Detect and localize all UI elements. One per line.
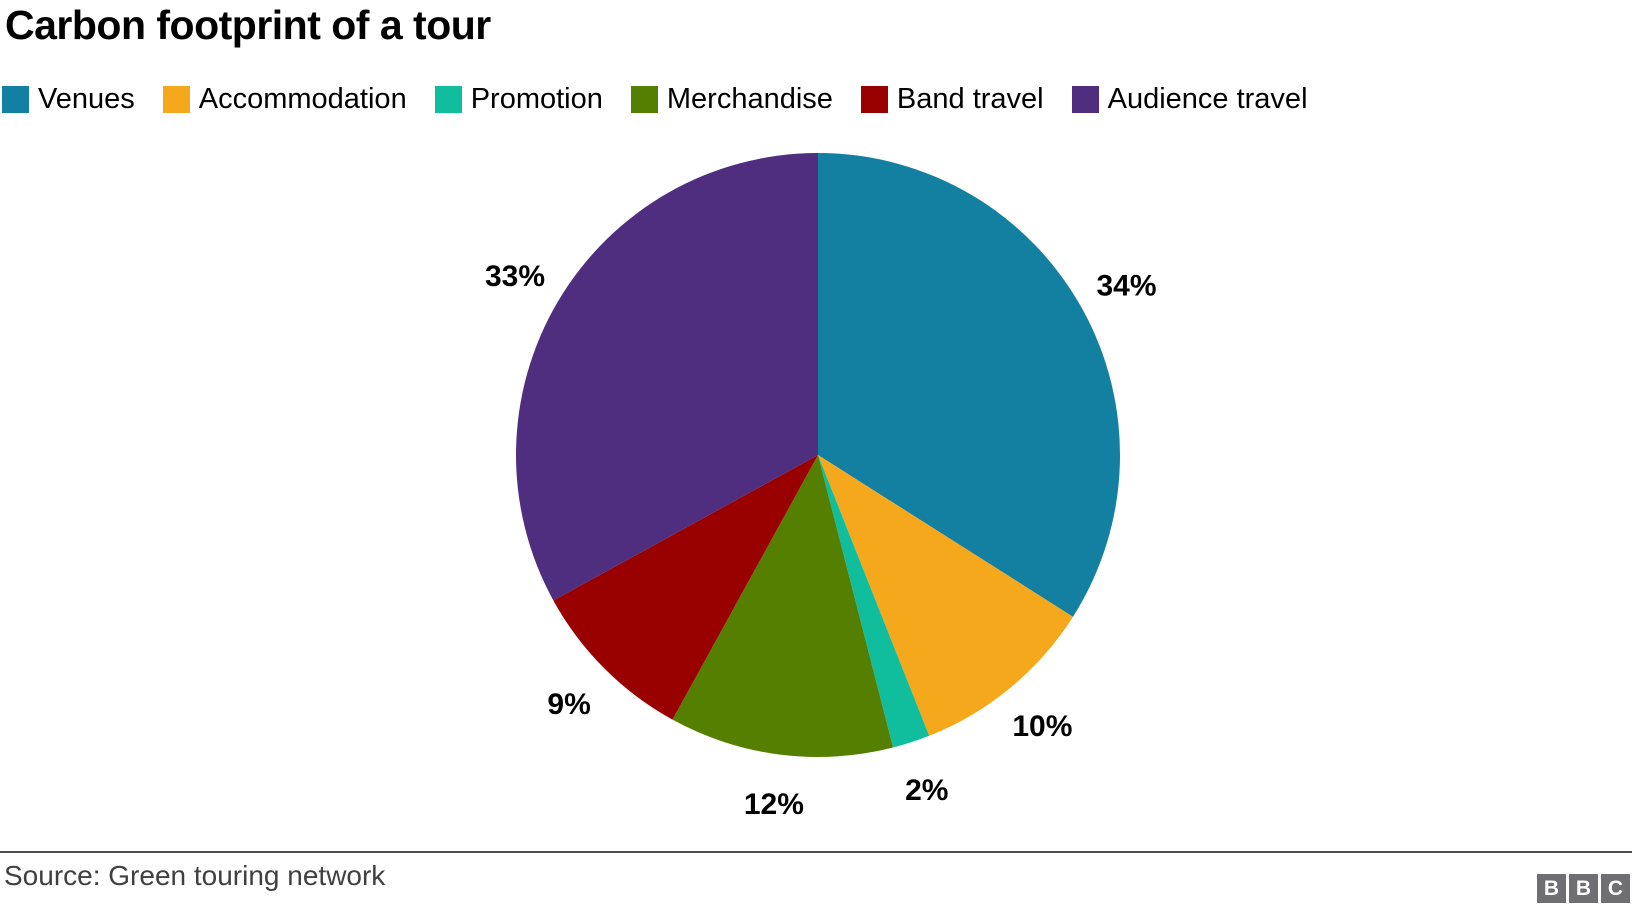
pie-label-merchandise: 12% <box>744 788 804 821</box>
pie-label-venues: 34% <box>1096 269 1156 302</box>
legend-item-promotion: Promotion <box>434 83 603 115</box>
source-attribution: Source: Green touring network <box>4 860 386 891</box>
legend-item-merchandise: Merchandise <box>630 83 833 115</box>
page-title: Carbon footprint of a tour <box>5 2 491 48</box>
legend-label: Promotion <box>470 83 603 115</box>
legend-item-accommodation: Accommodation <box>162 83 407 115</box>
legend-swatch-venues <box>2 86 29 113</box>
legend-swatch-accommodation <box>162 86 190 113</box>
legend-swatch-promotion <box>434 86 462 113</box>
legend-swatch-audience-travel <box>1071 86 1099 113</box>
legend-item-band-travel: Band travel <box>860 83 1044 115</box>
legend: Venues Accommodation Promotion Merchandi… <box>2 85 1308 114</box>
legend-label: Accommodation <box>198 83 407 115</box>
pie-label-promotion: 2% <box>905 774 948 807</box>
pie-slice-band-travel <box>553 455 818 720</box>
legend-item-venues: Venues <box>2 85 135 114</box>
pie-slice-audience-travel <box>516 152 818 601</box>
bbc-logo-letter: C <box>1601 874 1630 903</box>
pie-slice-venues <box>818 153 1121 617</box>
legend-label: Venues <box>38 83 135 115</box>
pie-label-accommodation: 10% <box>1012 710 1072 743</box>
bbc-logo: B B C <box>1537 874 1630 903</box>
legend-label: Audience travel <box>1107 83 1308 115</box>
legend-swatch-merchandise <box>630 86 658 113</box>
pie-slice-merchandise <box>672 455 894 757</box>
legend-swatch-band-travel <box>860 86 888 113</box>
footer-divider <box>0 851 1632 853</box>
bbc-logo-letter: B <box>1537 874 1566 903</box>
bbc-logo-letter: B <box>1569 874 1598 903</box>
pie-label-audience-travel: 33% <box>485 260 545 293</box>
pie-label-band-travel: 9% <box>547 688 590 721</box>
legend-item-audience-travel: Audience travel <box>1071 83 1308 115</box>
legend-label: Merchandise <box>666 83 833 115</box>
pie-slice-promotion <box>818 455 930 748</box>
pie-slice-accommodation <box>818 455 1073 736</box>
legend-label: Band travel <box>896 83 1044 115</box>
